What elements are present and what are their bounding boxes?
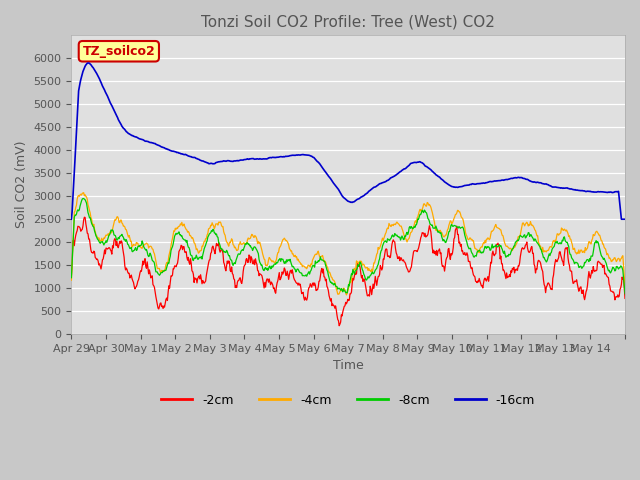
Y-axis label: Soil CO2 (mV): Soil CO2 (mV) bbox=[15, 141, 28, 228]
Legend: -2cm, -4cm, -8cm, -16cm: -2cm, -4cm, -8cm, -16cm bbox=[156, 389, 540, 411]
Title: Tonzi Soil CO2 Profile: Tree (West) CO2: Tonzi Soil CO2 Profile: Tree (West) CO2 bbox=[201, 15, 495, 30]
X-axis label: Time: Time bbox=[333, 360, 364, 372]
Text: TZ_soilco2: TZ_soilco2 bbox=[83, 45, 156, 58]
